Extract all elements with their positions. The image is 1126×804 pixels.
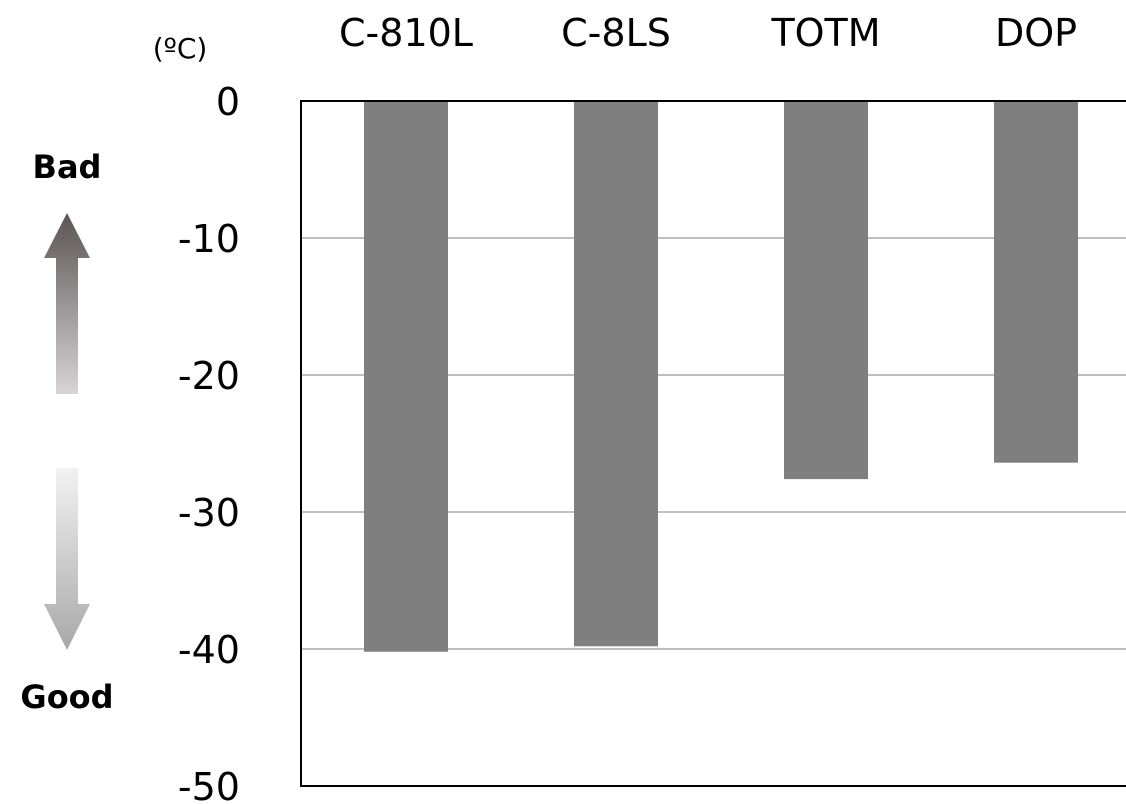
plot-frame — [300, 100, 1126, 787]
bar-c-8ls — [574, 101, 658, 647]
good-label: Good — [20, 678, 113, 716]
y-tick-label: -50 — [178, 765, 240, 804]
bar-dop — [994, 101, 1078, 463]
category-labels: C-810L C-8LS TOTM DOP — [339, 11, 1077, 55]
bad-label: Bad — [33, 148, 102, 186]
bars — [364, 101, 1078, 652]
y-tick-label: -30 — [178, 491, 240, 535]
y-tick-label: -40 — [178, 628, 240, 672]
y-tick-label: -20 — [178, 354, 240, 398]
category-label: DOP — [995, 11, 1077, 55]
category-label: C-810L — [339, 11, 473, 55]
down-arrow-icon — [44, 468, 90, 650]
unit-label: (ºC) — [153, 32, 208, 65]
bar-totm — [784, 101, 868, 480]
y-tick-label: 0 — [216, 80, 240, 124]
up-arrow-icon — [44, 213, 90, 394]
category-label: C-8LS — [561, 11, 671, 55]
y-axis-ticks: 0 -10 -20 -30 -40 -50 — [178, 80, 240, 804]
y-tick-label: -10 — [178, 217, 240, 261]
bar-c-810l — [364, 101, 448, 652]
category-label: TOTM — [770, 11, 880, 55]
